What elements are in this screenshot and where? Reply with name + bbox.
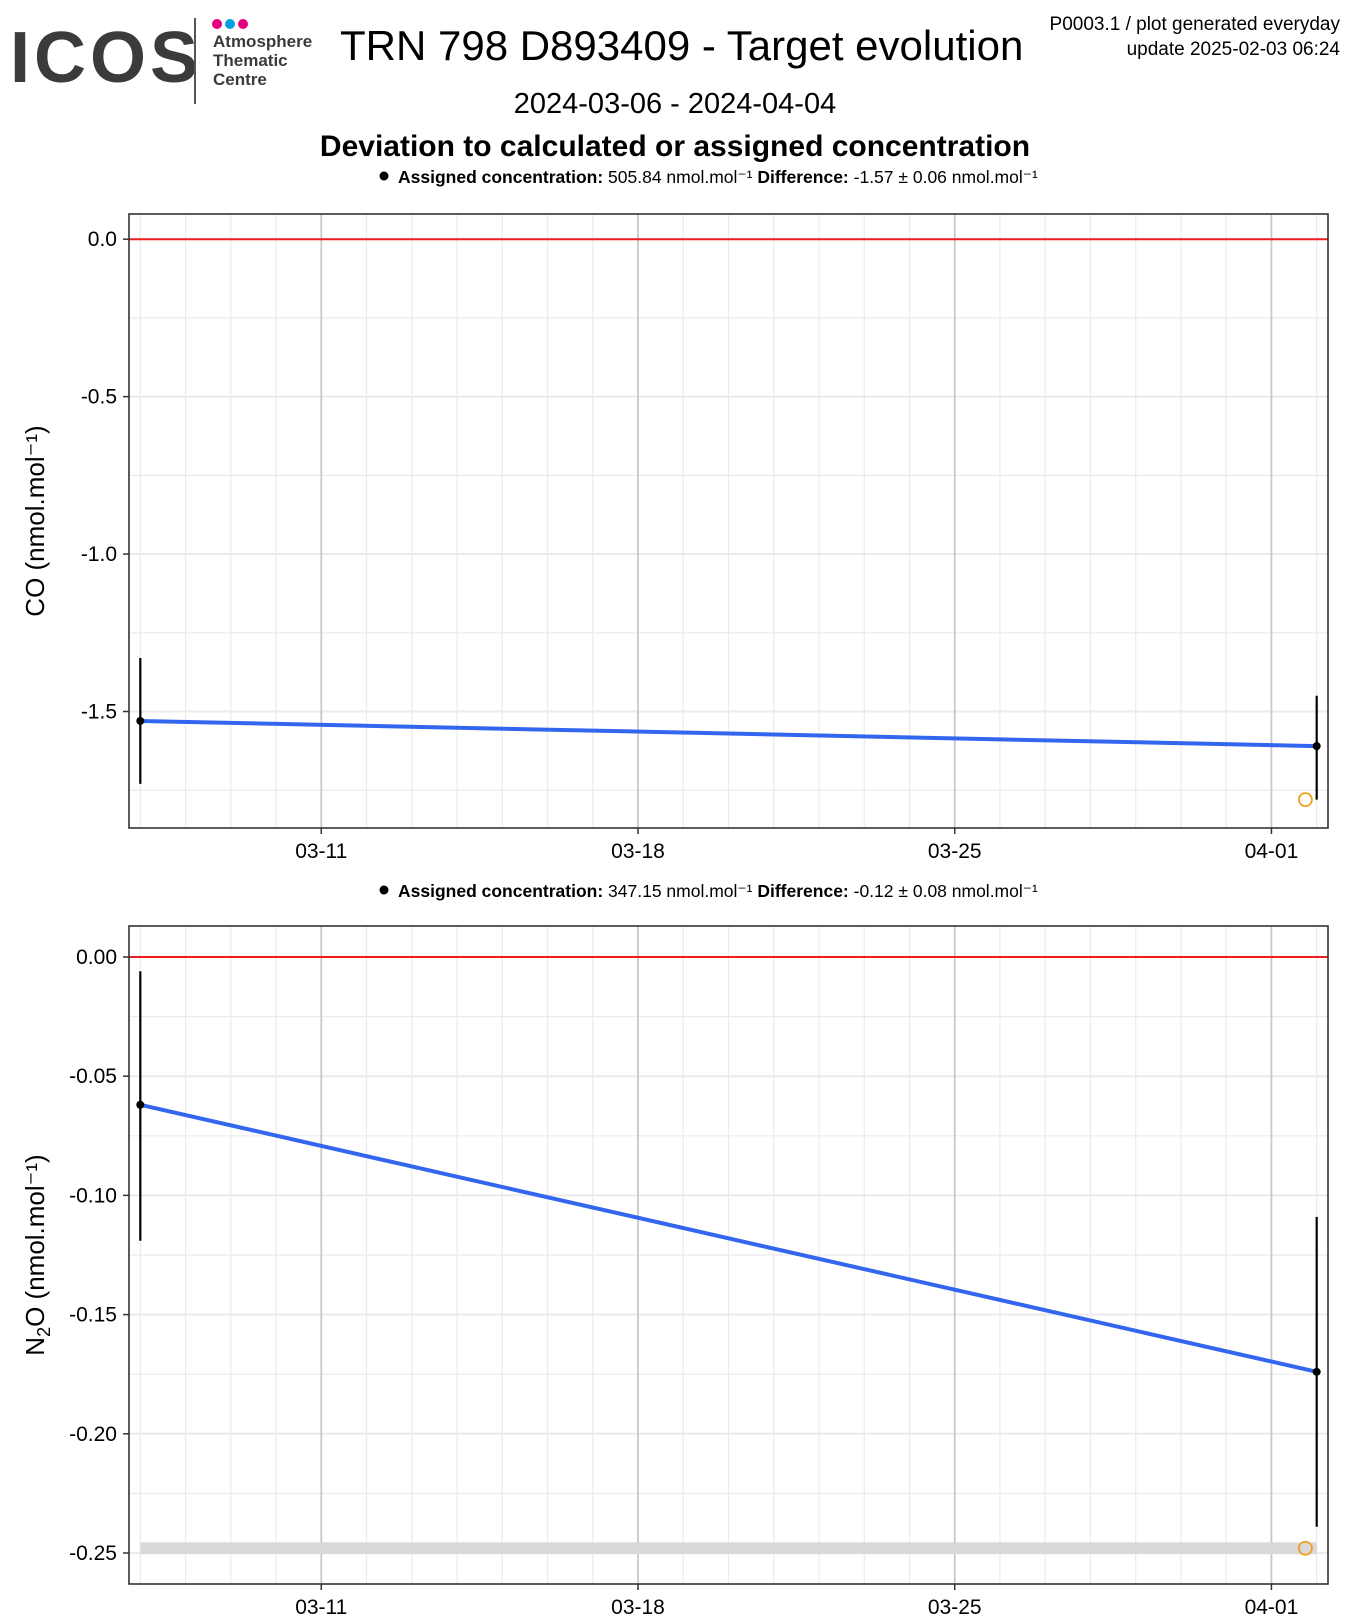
x-tick-label: 03-25 bbox=[928, 840, 982, 863]
x-tick-label: 03-11 bbox=[295, 1596, 347, 1619]
icos-logo: ICOS Atmosphere Thematic Centre bbox=[10, 14, 330, 106]
chart-panel-co: 0.0 -0.5 -1.0 -1.5 03-11 03-18 03-25 04-01 CO (n… bbox=[20, 167, 1329, 863]
legend-point-icon bbox=[379, 171, 389, 181]
y-axis-title-subscript: 2 bbox=[34, 1327, 54, 1337]
logo-dots-icon bbox=[212, 16, 251, 29]
legend-assigned-value: 347.15 nmol.mol⁻¹ bbox=[603, 881, 757, 901]
page-title: TRN 798 D893409 - Target evolution bbox=[340, 22, 1024, 69]
plot-info: P0003.1 / plot generated everyday bbox=[1049, 14, 1340, 35]
legend: Assigned concentration: 347.15 nmol.mol⁻… bbox=[379, 881, 1038, 901]
update-timestamp: update 2025-02-03 06:24 bbox=[1126, 39, 1340, 60]
y-tick-label: -1.5 bbox=[81, 700, 117, 723]
data-point bbox=[1312, 742, 1321, 751]
y-axis-title-part: N bbox=[20, 1337, 50, 1356]
data-point bbox=[136, 716, 145, 725]
open-point bbox=[1297, 792, 1313, 808]
logo-line-2: Thematic bbox=[213, 51, 288, 70]
x-tick-label: 04-01 bbox=[1245, 840, 1299, 863]
logo-dot-2 bbox=[225, 19, 235, 29]
legend-difference-label: Difference: bbox=[757, 167, 848, 187]
series-line bbox=[140, 718, 1317, 749]
uncertainty-band bbox=[140, 1542, 1317, 1555]
y-tick-label: -1.0 bbox=[81, 543, 117, 566]
logo-text: Atmosphere Thematic Centre bbox=[213, 32, 312, 89]
y-tick-label: -0.15 bbox=[69, 1304, 117, 1327]
y-axis-title: CO (nmol.mol⁻¹) bbox=[20, 425, 50, 616]
header: ICOS Atmosphere Thematic Centre TRN 798 … bbox=[0, 0, 1350, 195]
legend-assigned-value: 505.84 nmol.mol⁻¹ bbox=[603, 167, 757, 187]
x-tick-label: 03-18 bbox=[611, 840, 665, 863]
x-tick-label: 03-11 bbox=[295, 840, 347, 863]
panel-border bbox=[128, 925, 1329, 1585]
logo-dot-1 bbox=[212, 19, 222, 29]
data-point bbox=[1312, 1367, 1321, 1376]
legend-assigned-label: Assigned concentration: bbox=[398, 881, 603, 901]
legend-assigned-label: Assigned concentration: bbox=[398, 167, 603, 187]
y-tick-label: 0.00 bbox=[76, 946, 117, 969]
date-range: 2024-03-06 - 2024-04-04 bbox=[513, 88, 837, 120]
y-axis-title: N2O (nmol.mol⁻¹) bbox=[20, 1154, 54, 1355]
legend-difference-value: -0.12 ± 0.08 nmol.mol⁻¹ bbox=[849, 881, 1038, 901]
panel-border bbox=[128, 213, 1329, 829]
logo-wordmark: ICOS bbox=[10, 18, 203, 98]
legend-difference-label: Difference: bbox=[757, 881, 848, 901]
open-point bbox=[1297, 1540, 1313, 1556]
x-tick-label: 03-25 bbox=[928, 1596, 982, 1619]
x-tick-label: 03-18 bbox=[611, 1596, 665, 1619]
legend: Assigned concentration: 505.84 nmol.mol⁻… bbox=[379, 167, 1038, 187]
logo-divider bbox=[194, 18, 196, 104]
y-tick-label: -0.5 bbox=[81, 386, 117, 409]
series-line bbox=[139, 1102, 1318, 1374]
y-tick-label: -0.10 bbox=[69, 1184, 117, 1207]
y-tick-label: -0.25 bbox=[69, 1542, 117, 1565]
logo-line-3: Centre bbox=[213, 70, 267, 89]
legend-point-icon bbox=[379, 885, 389, 895]
legend-text: Assigned concentration: 505.84 nmol.mol⁻… bbox=[398, 167, 1038, 187]
legend-difference-value: -1.57 ± 0.06 nmol.mol⁻¹ bbox=[849, 167, 1038, 187]
data-point bbox=[136, 1100, 145, 1109]
legend-text: Assigned concentration: 347.15 nmol.mol⁻… bbox=[398, 881, 1038, 901]
chart-panel-n2o: 0.00 -0.05 -0.10 -0.15 -0.20 -0.25 03-11 03-18 0… bbox=[20, 881, 1329, 1619]
logo-line-1: Atmosphere bbox=[213, 32, 313, 51]
chart-subtitle: Deviation to calculated or assigned conc… bbox=[319, 130, 1031, 163]
y-tick-label: -0.20 bbox=[69, 1423, 117, 1446]
logo-dot-3 bbox=[238, 19, 248, 29]
y-tick-label: -0.05 bbox=[69, 1065, 117, 1088]
y-axis-title-part: O (nmol.mol⁻¹) bbox=[20, 1154, 50, 1327]
x-tick-label: 04-01 bbox=[1245, 1596, 1299, 1619]
y-tick-label: 0.0 bbox=[88, 228, 117, 251]
update-info: P0003.1 / plot generated everyday update… bbox=[1050, 12, 1340, 62]
